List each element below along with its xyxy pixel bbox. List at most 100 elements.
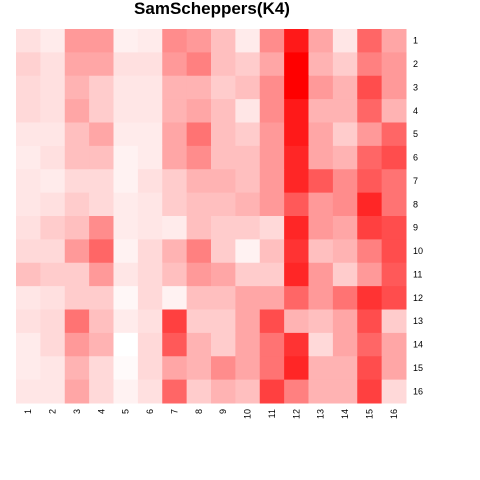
x-tick-label: 5 xyxy=(121,409,131,414)
heatmap-cell xyxy=(381,52,407,77)
x-tick-label: 11 xyxy=(267,409,277,418)
heatmap-cell xyxy=(381,379,407,404)
heatmap-cell xyxy=(235,379,261,404)
heatmap-cell xyxy=(137,169,163,194)
heatmap-cell xyxy=(357,309,383,334)
heatmap-cell xyxy=(137,99,163,124)
heatmap-cell xyxy=(308,145,334,170)
heatmap-cell xyxy=(16,309,41,334)
y-tick-label: 2 xyxy=(413,59,418,69)
heatmap-cell xyxy=(381,29,407,53)
x-tick-label: 16 xyxy=(389,409,399,419)
heatmap-cell xyxy=(40,286,66,311)
heatmap-cell xyxy=(162,169,188,194)
heatmap-cell xyxy=(186,262,212,287)
heatmap-cell xyxy=(137,29,163,53)
heatmap-cell xyxy=(235,52,261,77)
heatmap-cell xyxy=(113,52,139,77)
heatmap-cell xyxy=(308,239,334,264)
heatmap-cell xyxy=(357,239,383,264)
heatmap-cell xyxy=(64,332,90,357)
heatmap-cell xyxy=(89,332,115,357)
heatmap-cell xyxy=(357,192,383,217)
heatmap-cell xyxy=(64,122,90,147)
heatmap-cell xyxy=(16,332,41,357)
x-tick-label: 2 xyxy=(48,409,58,414)
x-tick-label: 8 xyxy=(194,409,204,414)
heatmap-cell xyxy=(211,216,236,240)
heatmap-cell xyxy=(186,286,212,311)
heatmap-cell xyxy=(16,52,41,77)
heatmap-cell xyxy=(16,29,41,53)
heatmap-cell xyxy=(16,239,41,264)
heatmap-cell xyxy=(113,145,139,170)
heatmap-cell xyxy=(357,262,383,287)
heatmap-cell xyxy=(357,216,383,240)
heatmap-cell xyxy=(137,239,163,264)
heatmap-cell xyxy=(16,169,41,194)
heatmap-cell xyxy=(137,216,163,240)
heatmap-cell xyxy=(357,122,383,147)
heatmap-cell xyxy=(89,145,115,170)
y-tick-label: 1 xyxy=(413,36,418,46)
heatmap-cell xyxy=(162,29,188,53)
heatmap-cell xyxy=(89,309,115,334)
heatmap-cell xyxy=(259,99,285,124)
heatmap-cell xyxy=(40,309,66,334)
heatmap-cell xyxy=(235,286,261,311)
heatmap-cell xyxy=(113,169,139,194)
heatmap-cell xyxy=(259,75,285,100)
heatmap-cell xyxy=(259,356,285,381)
x-tick-label: 9 xyxy=(218,409,228,414)
heatmap-cell xyxy=(64,145,90,170)
heatmap-cell xyxy=(357,169,383,194)
heatmap-cell xyxy=(332,216,358,240)
heatmap-cell xyxy=(211,356,236,381)
heatmap-cell xyxy=(308,29,334,53)
heatmap-cell xyxy=(137,145,163,170)
heatmap-cell xyxy=(137,379,163,404)
heatmap-cell xyxy=(235,216,261,240)
heatmap-cell xyxy=(16,356,41,381)
heatmap-cell xyxy=(211,262,236,287)
y-tick-label: 6 xyxy=(413,153,418,163)
x-tick-labels: 1 2 3 4 5 6 7 8 9 10 11 12 13 14 15 16 xyxy=(23,409,399,419)
heatmap-cell xyxy=(162,286,188,311)
y-tick-label: 14 xyxy=(413,340,423,350)
heatmap-cell xyxy=(162,239,188,264)
heatmap-cell xyxy=(16,216,41,240)
heatmap-cell xyxy=(113,332,139,357)
x-tick-label: 13 xyxy=(316,409,326,419)
heatmap-cell xyxy=(308,309,334,334)
heatmap-cell xyxy=(186,52,212,77)
heatmap-cell xyxy=(113,192,139,217)
heatmap-cell xyxy=(284,286,310,311)
heatmap-cell xyxy=(186,145,212,170)
heatmap-cell xyxy=(235,29,261,53)
x-tick-label: 4 xyxy=(96,409,106,414)
heatmap-cell xyxy=(162,262,188,287)
heatmap-cell xyxy=(381,169,407,194)
heatmap-cell xyxy=(284,145,310,170)
heatmap-cell xyxy=(259,239,285,264)
y-tick-label: 8 xyxy=(413,199,418,209)
x-tick-label: 6 xyxy=(145,409,155,414)
heatmap-cell xyxy=(308,99,334,124)
heatmap-cell xyxy=(162,122,188,147)
heatmap-cell xyxy=(308,122,334,147)
heatmap-cell xyxy=(308,75,334,100)
heatmap-cell xyxy=(186,75,212,100)
heatmap-cell xyxy=(113,239,139,264)
heatmap-cell xyxy=(259,262,285,287)
heatmap-cells xyxy=(16,29,407,404)
x-tick-label: 3 xyxy=(72,409,82,414)
heatmap-cell xyxy=(137,52,163,77)
heatmap-cell xyxy=(332,52,358,77)
heatmap-cell xyxy=(113,309,139,334)
heatmap-cell xyxy=(89,192,115,217)
heatmap-cell xyxy=(284,309,310,334)
heatmap-cell xyxy=(284,52,310,77)
heatmap-cell xyxy=(89,122,115,147)
heatmap-cell xyxy=(64,169,90,194)
